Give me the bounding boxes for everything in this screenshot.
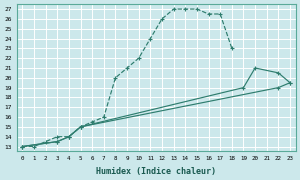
X-axis label: Humidex (Indice chaleur): Humidex (Indice chaleur) [96,167,216,176]
